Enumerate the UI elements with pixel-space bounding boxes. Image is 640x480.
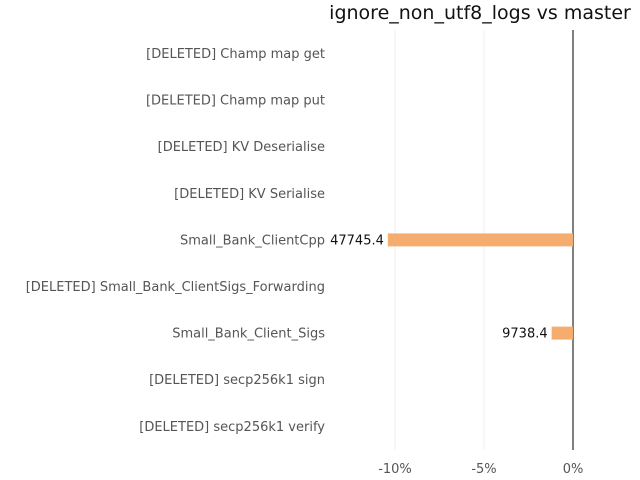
category-label: [DELETED] secp256k1 verify: [139, 420, 325, 435]
x-tick-label: -5%: [471, 462, 496, 477]
value-labels: 47745.4 9738.4: [330, 233, 548, 341]
bar-value-label: 9738.4: [502, 327, 548, 342]
category-label: Small_Bank_ClientCpp: [180, 233, 325, 248]
category-label: [DELETED] KV Serialise: [174, 187, 325, 202]
category-label: [DELETED] KV Deserialise: [158, 140, 325, 155]
bar: [387, 233, 573, 247]
x-tick-label: 0%: [563, 462, 584, 477]
category-label: [DELETED] secp256k1 sign: [149, 373, 325, 388]
chart-title: ignore_non_utf8_logs vs master: [329, 2, 631, 24]
category-labels: [DELETED] Champ map get [DELETED] Champ m…: [26, 47, 326, 435]
x-axis-ticks: -10% -5% 0%: [378, 462, 583, 477]
category-label: [DELETED] Champ map get: [146, 47, 325, 62]
category-label: [DELETED] Champ map put: [146, 94, 325, 109]
x-tick-label: -10%: [378, 462, 412, 477]
category-label: Small_Bank_Client_Sigs: [172, 327, 325, 342]
category-label: [DELETED] Small_Bank_ClientSigs_Forwardi…: [26, 280, 325, 295]
bars: [387, 233, 573, 340]
bar: [551, 326, 573, 340]
bar-value-label: 47745.4: [330, 233, 384, 248]
